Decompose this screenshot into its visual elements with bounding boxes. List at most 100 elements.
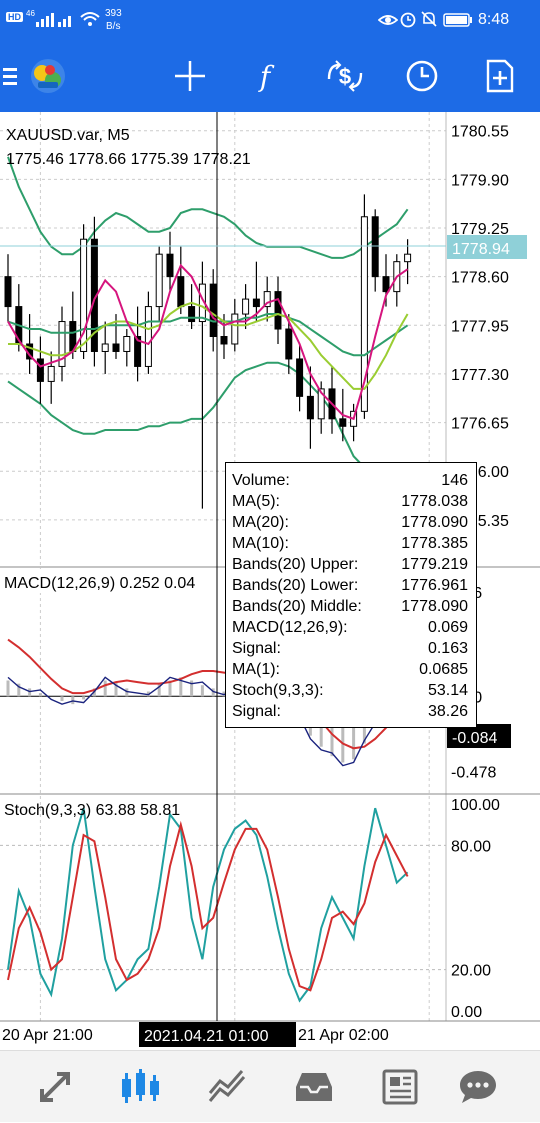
data-window-label: MA(10): <box>232 535 289 552</box>
chart-area[interactable]: 1780.55 1779.90 1779.25 1778.60 1777.95 1777.… <box>0 112 540 1050</box>
nav-history[interactable] <box>274 1051 354 1123</box>
data-window-value: 146 <box>441 472 468 489</box>
data-window-row: MA(5): 1778.038 <box>232 491 468 512</box>
symbol-title: XAUUSD.var, M5 <box>6 127 130 144</box>
data-window-value: 1778.038 <box>401 493 468 510</box>
data-window-row: Bands(20) Middle: 1778.090 <box>232 596 468 617</box>
news-icon <box>382 1069 418 1105</box>
data-window-value: 1778.090 <box>401 514 468 531</box>
clock-time: 8:48 <box>478 11 510 28</box>
ma10-line <box>8 301 409 390</box>
chat-icon <box>460 1071 496 1103</box>
new-order-button[interactable] <box>470 40 530 112</box>
app-logo-icon <box>31 59 65 93</box>
stoch-label: Stoch(9,3,3) 63.88 58.81 <box>4 802 180 819</box>
data-window-label: Signal: <box>232 640 281 657</box>
nav-quotes[interactable] <box>16 1051 96 1123</box>
macd-signal-line <box>7 638 409 750</box>
grid <box>0 112 446 1021</box>
timeframe-button[interactable] <box>392 40 452 112</box>
top-toolbar: f $ <box>0 40 540 112</box>
data-window-row: Signal: 0.163 <box>232 638 468 659</box>
candle <box>296 343 304 412</box>
data-window-label: Signal: <box>232 703 281 720</box>
signal-strength-icon <box>36 12 76 28</box>
macd-value-tag-bg <box>447 724 511 748</box>
data-window-label: Bands(20) Lower: <box>232 577 359 594</box>
price-tick-label: 1776.65 <box>451 416 509 433</box>
quotes-icon <box>40 1072 70 1102</box>
battery-icon <box>443 12 473 33</box>
wifi-icon <box>80 11 100 32</box>
data-window: Volume: 146 MA(5): 1778.038 MA(20): 1778.090 M… <box>225 462 477 728</box>
ma5-line <box>7 263 409 421</box>
net-speed-unit: B/s <box>106 21 121 32</box>
candle <box>134 306 142 382</box>
macd-tick-label: -0.478 <box>451 765 496 782</box>
price-tick-label: 1777.95 <box>451 318 509 335</box>
data-window-row: Stoch(9,3,3): 53.14 <box>232 680 468 701</box>
macd-value-tag: -0.084 <box>452 730 497 747</box>
symbols-button[interactable]: $ <box>315 40 375 112</box>
candle <box>177 246 185 315</box>
candle <box>274 276 282 344</box>
data-window-value: 1778.385 <box>401 535 468 552</box>
candle <box>101 321 109 374</box>
band-upper-line <box>7 156 409 259</box>
stoch-signal-line <box>7 820 409 992</box>
crosshair-time-label: 2021.04.21 01:00 <box>144 1028 269 1045</box>
data-window-label: Stoch(9,3,3): <box>232 682 324 699</box>
timeframe-clock-icon <box>406 60 438 92</box>
candle <box>317 381 325 434</box>
nav-chat[interactable] <box>438 1051 518 1123</box>
data-window-row: MACD(12,26,9): 0.069 <box>232 617 468 638</box>
data-window-value: 38.26 <box>427 703 468 720</box>
net-speed: 393 <box>105 8 122 19</box>
chart-icon <box>122 1069 159 1103</box>
data-window-label: MACD(12,26,9): <box>232 619 348 636</box>
stoch-tick-label: 80.00 <box>451 838 491 855</box>
candle <box>58 306 66 382</box>
macd-label: MACD(12,26,9) 0.252 0.04 <box>4 575 195 592</box>
candle <box>123 329 131 367</box>
svg-text:$: $ <box>339 64 351 89</box>
bollinger-bands <box>7 156 409 473</box>
price-tick-label: 1779.90 <box>451 172 509 189</box>
nav-news[interactable] <box>360 1051 440 1123</box>
signal-network-label: 46 <box>26 9 35 18</box>
eye-icon <box>377 12 399 33</box>
bottom-navigation <box>0 1050 540 1122</box>
candle <box>404 239 412 285</box>
ma20-line <box>7 313 409 357</box>
time-label-left: 20 Apr 21:00 <box>2 1027 93 1044</box>
candle <box>188 284 196 330</box>
data-window-row: Volume: 146 <box>232 470 468 491</box>
stoch-main-line <box>7 807 409 1003</box>
data-window-row: Bands(20) Upper: 1779.219 <box>232 554 468 575</box>
mute-icon <box>420 10 438 33</box>
data-window-value: 1778.090 <box>401 598 468 615</box>
indicators-button[interactable]: f <box>235 40 295 112</box>
crosshair-time-bg <box>139 1022 296 1047</box>
data-window-label: MA(5): <box>232 493 280 510</box>
candle <box>306 366 314 449</box>
hd-badge: HD <box>6 12 23 22</box>
data-window-value: 0.0685 <box>419 661 468 678</box>
candle <box>328 366 336 434</box>
trade-icon <box>208 1070 246 1102</box>
app-logo[interactable] <box>24 40 72 112</box>
data-window-label: MA(20): <box>232 514 289 531</box>
candle <box>36 336 44 404</box>
macd-label-bg <box>0 569 225 593</box>
stoch-tick-label: 20.00 <box>451 963 491 980</box>
data-window-label: Volume: <box>232 472 290 489</box>
stoch-tick-label: 0.00 <box>451 1004 482 1021</box>
candle <box>26 314 34 374</box>
crosshair-button[interactable] <box>160 40 220 112</box>
nav-trade[interactable] <box>188 1051 268 1123</box>
nav-chart[interactable] <box>100 1051 180 1123</box>
menu-button[interactable] <box>0 40 20 112</box>
current-price-tag-bg <box>447 235 527 259</box>
price-tick-label: 1779.25 <box>451 221 509 238</box>
candle <box>209 269 217 352</box>
